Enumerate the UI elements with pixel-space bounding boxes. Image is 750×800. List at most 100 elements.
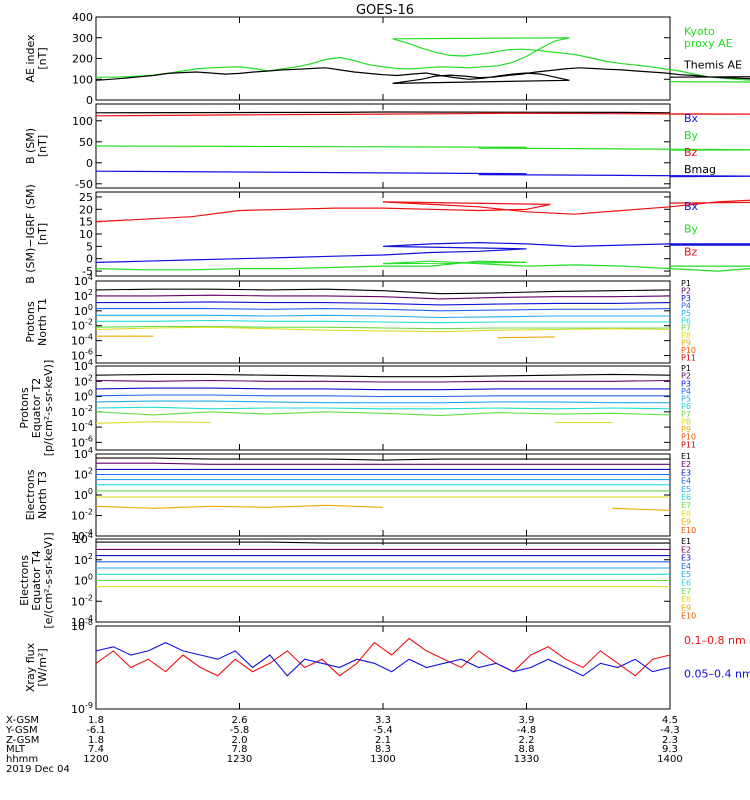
panel-1: 0 100 200 300 400 AE index[nT] Kyoto proxy AE Th… <box>24 11 750 107</box>
channel-label: E5 <box>681 485 691 494</box>
y-tick-label: 10-2 <box>71 508 93 523</box>
series-line <box>95 504 384 509</box>
y-axis-label-line: B (SM) <box>24 128 37 164</box>
y-tick-exponent: 2 <box>88 288 93 297</box>
x-axis-tick-value: 1330 <box>514 754 539 765</box>
y-axis-label: B (SM)−IGRF (SM)[nT] <box>24 184 49 284</box>
series-line <box>95 411 671 417</box>
series-line <box>95 637 671 677</box>
x-axis-row-label: MLT <box>6 744 26 755</box>
x-axis-row-label: X-GSM <box>6 715 39 726</box>
channel-label: E3 <box>681 554 691 563</box>
y-tick-exponent: -9 <box>85 701 93 710</box>
y-tick-label: 15 <box>79 216 93 229</box>
series-line <box>96 294 671 300</box>
legend-entry-line: Bx <box>684 200 699 213</box>
channel-label: P9 <box>681 425 691 434</box>
channel-label: P4 <box>681 387 691 396</box>
x-axis-tick-value: -5.8 <box>230 725 250 736</box>
x-axis-row-label: 2019 Dec 04 <box>6 764 70 775</box>
series-line <box>95 641 671 677</box>
y-tick-label: 100 <box>74 303 93 318</box>
x-axis-tick-value: 1400 <box>657 754 682 765</box>
x-axis-tick-value: 1200 <box>83 754 108 765</box>
channel-label: P8 <box>681 417 691 426</box>
channel-label: P1 <box>681 279 691 288</box>
series-line <box>96 462 670 465</box>
x-axis-tick-value: 2.6 <box>232 715 248 726</box>
series-line <box>497 336 556 339</box>
channel-label: P3 <box>681 379 691 388</box>
y-tick-label: 10 <box>79 228 93 241</box>
legend-entry-line: Bz <box>684 245 698 258</box>
y-tick-exponent: 4 <box>88 446 93 455</box>
y-tick-label: 10-2 <box>71 593 93 608</box>
panel-2: -50 0 50 100 B (SM)[nT] Bx By Bz Bmag <box>24 103 750 191</box>
y-tick-label: 102 <box>74 467 93 482</box>
y-tick-label: 50 <box>79 136 93 149</box>
y-tick-label: 10-4 <box>71 419 93 434</box>
y-tick-label: 104 <box>74 358 93 373</box>
channel-label: E9 <box>681 518 691 527</box>
channel-label: P10 <box>681 346 696 355</box>
channel-label: E1 <box>681 452 691 461</box>
y-tick-label: 0 <box>86 94 93 107</box>
y-tick-exponent: 4 <box>88 531 93 540</box>
x-axis-tick-value: 4.5 <box>662 715 678 726</box>
channel-label: P4 <box>681 301 691 310</box>
y-tick-exponent: 2 <box>88 373 93 382</box>
y-tick-exponent: 0 <box>88 573 93 582</box>
y-tick-label: 400 <box>72 11 93 24</box>
y-tick-exponent: -4 <box>85 419 93 428</box>
x-axis-tick-value: 1.8 <box>88 735 104 746</box>
y-tick-exponent: -2 <box>85 404 93 413</box>
x-axis-tick-value: -5.4 <box>373 725 393 736</box>
y-tick-exponent: 4 <box>88 273 93 282</box>
channel-label: E10 <box>681 612 696 621</box>
legend-entry: By <box>684 223 699 236</box>
series-line <box>95 199 750 223</box>
channel-label: P5 <box>681 309 691 318</box>
channel-label: E10 <box>681 526 696 535</box>
y-axis-label-line: [p/(cm²-s-sr-keV)] <box>42 360 55 457</box>
channel-label: P7 <box>681 324 691 333</box>
channel-label: P3 <box>681 294 691 303</box>
x-axis-tick-value: 2.3 <box>662 735 678 746</box>
y-axis-label-line: [nT] <box>36 223 49 245</box>
y-axis-label-line: Electrons <box>18 555 31 606</box>
y-axis-label-line: Protons <box>18 387 31 428</box>
y-tick-exponent: 2 <box>88 552 93 561</box>
plot-title: GOES-16 <box>356 3 414 18</box>
x-axis-tick-value: 3.3 <box>375 715 391 726</box>
x-axis-tick-value: -4.8 <box>517 725 537 736</box>
y-tick-label: 102 <box>74 288 93 303</box>
series-line <box>96 314 670 319</box>
y-tick-label: 20 <box>79 203 93 216</box>
series-line <box>95 394 670 398</box>
y-tick-label: 200 <box>72 53 93 66</box>
channel-label: E2 <box>681 460 691 469</box>
series-line <box>95 421 211 424</box>
channel-label: P10 <box>681 433 696 442</box>
y-axis-label-line: [nT] <box>36 47 49 69</box>
series-line <box>95 260 750 272</box>
channel-label: E7 <box>681 587 691 596</box>
y-tick-label: 102 <box>74 552 93 567</box>
channel-label: P6 <box>681 316 691 325</box>
y-axis-label-line: Protons <box>24 301 37 342</box>
channel-label: E4 <box>681 562 691 571</box>
series-line <box>95 145 750 151</box>
x-axis-tick-value: 7.8 <box>232 744 248 755</box>
y-axis-label: ProtonsNorth T1 <box>24 298 49 346</box>
y-tick-label: 10-9 <box>71 701 93 716</box>
y-tick-label: 300 <box>72 32 93 45</box>
y-tick-exponent: -4 <box>85 614 93 623</box>
y-axis-label-line: B (SM)−IGRF (SM) <box>24 184 37 284</box>
y-tick-label: 0 <box>86 253 93 266</box>
y-tick-exponent: -4 <box>85 528 93 537</box>
panel-frame <box>95 16 671 101</box>
y-tick-exponent: 2 <box>88 467 93 476</box>
legend-entry-line: 0.05–0.4 nm <box>684 668 750 681</box>
series-line <box>95 387 670 391</box>
